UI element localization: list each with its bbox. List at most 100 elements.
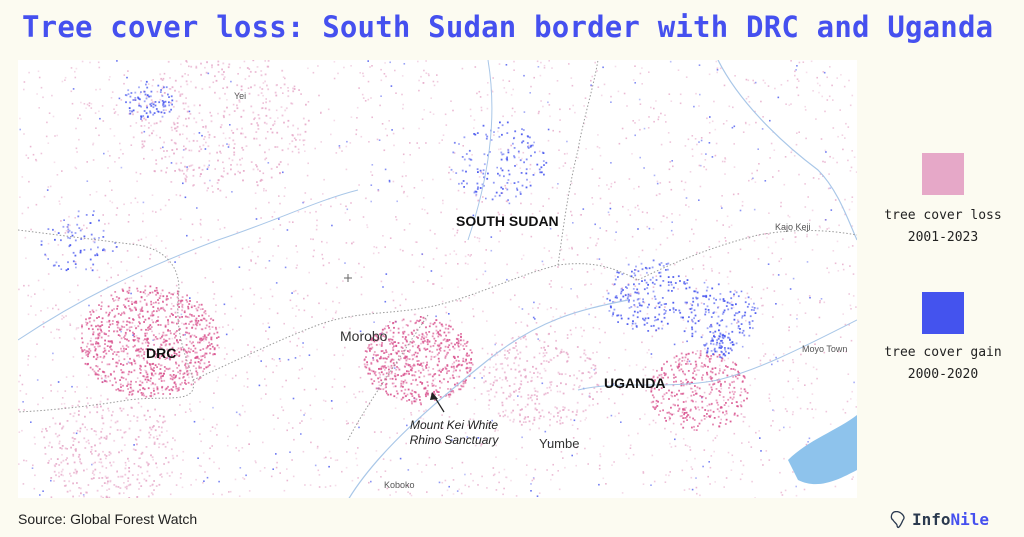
- speckle-dot: [417, 363, 419, 366]
- speckle-dot: [397, 327, 400, 330]
- speckle-dot: [265, 393, 267, 395]
- speckle-dot: [809, 402, 812, 404]
- speckle-dot: [36, 379, 39, 381]
- speckle-dot: [677, 288, 679, 290]
- speckle-dot: [42, 288, 45, 291]
- speckle-dot: [175, 361, 177, 364]
- speckle-dot: [172, 314, 174, 316]
- speckle-dot: [105, 467, 108, 469]
- speckle-dot: [531, 376, 533, 379]
- speckle-dot: [745, 97, 748, 100]
- speckle-dot: [426, 361, 428, 364]
- speckle-dot: [182, 149, 185, 151]
- speckle-dot: [196, 322, 199, 325]
- speckle-dot: [710, 357, 712, 360]
- speckle-dot: [133, 360, 136, 362]
- speckle-dot: [848, 246, 850, 249]
- speckle-dot: [477, 484, 479, 486]
- speckle-dot: [182, 182, 184, 185]
- speckle-dot: [92, 240, 95, 243]
- map-panel[interactable]: SOUTH SUDAN DRC UGANDA Yei Kajo Keji Mor…: [18, 60, 857, 498]
- speckle-dot: [286, 479, 289, 482]
- speckle-dot: [155, 247, 157, 250]
- speckle-dot: [488, 408, 490, 410]
- speckle-dot: [371, 339, 373, 342]
- speckle-dot: [557, 470, 559, 472]
- speckle-dot: [716, 69, 719, 71]
- speckle-dot: [107, 407, 110, 410]
- speckle-dot: [105, 333, 107, 336]
- speckle-dot: [89, 340, 92, 342]
- speckle-dot: [456, 231, 458, 234]
- speckle-dot: [236, 107, 239, 110]
- speckle-dot: [638, 256, 640, 258]
- speckle-dot: [242, 149, 245, 151]
- speckle-dot: [118, 327, 121, 330]
- speckle-dot: [845, 350, 847, 353]
- speckle-dot: [154, 289, 157, 292]
- speckle-dot: [57, 244, 60, 246]
- speckle-dot: [139, 364, 142, 367]
- speckle-dot: [206, 168, 209, 170]
- speckle-dot: [585, 116, 588, 119]
- speckle-dot: [592, 203, 594, 205]
- speckle-dot: [198, 365, 201, 368]
- speckle-dot: [852, 273, 855, 275]
- speckle-dot: [560, 451, 563, 453]
- speckle-dot: [223, 170, 225, 173]
- speckle-dot: [130, 144, 133, 146]
- speckle-dot: [414, 356, 417, 358]
- speckle-dot: [652, 286, 655, 288]
- speckle-dot: [467, 367, 469, 369]
- speckle-dot: [460, 492, 463, 495]
- speckle-dot: [262, 349, 264, 352]
- speckle-dot: [529, 428, 531, 431]
- speckle-dot: [540, 100, 542, 102]
- speckle-dot: [90, 446, 93, 448]
- speckle-dot: [146, 339, 148, 342]
- speckle-dot: [525, 474, 528, 476]
- speckle-dot: [58, 440, 61, 443]
- speckle-dot: [218, 97, 221, 100]
- speckle-dot: [723, 486, 725, 488]
- speckle-dot: [505, 91, 508, 94]
- speckle-dot: [196, 373, 199, 376]
- speckle-dot: [206, 366, 209, 368]
- speckle-dot: [138, 321, 140, 323]
- speckle-dot: [723, 84, 726, 87]
- speckle-dot: [75, 328, 78, 331]
- speckle-dot: [698, 64, 701, 66]
- speckle-dot: [112, 300, 115, 302]
- speckle-dot: [416, 319, 419, 322]
- speckle-dot: [780, 201, 782, 204]
- speckle-dot: [86, 350, 89, 353]
- speckle-dot: [665, 374, 667, 376]
- speckle-dot: [248, 75, 251, 78]
- speckle-dot: [670, 391, 673, 394]
- speckle-dot: [141, 146, 144, 149]
- speckle-dot: [438, 142, 441, 144]
- speckle-dot: [151, 319, 153, 321]
- speckle-dot: [438, 360, 440, 363]
- speckle-dot: [524, 406, 527, 408]
- speckle-dot: [147, 356, 150, 359]
- speckle-dot: [661, 379, 663, 382]
- speckle-dot: [632, 120, 634, 122]
- speckle-dot: [149, 416, 151, 418]
- speckle-dot: [95, 127, 97, 129]
- speckle-dot: [484, 438, 486, 440]
- speckle-dot: [150, 300, 152, 303]
- speckle-dot: [639, 418, 641, 420]
- speckle-dot: [715, 142, 718, 145]
- speckle-dot: [103, 332, 106, 334]
- speckle-dot: [786, 79, 789, 82]
- speckle-dot: [394, 385, 397, 388]
- speckle-dot: [279, 202, 281, 205]
- speckle-dot: [168, 367, 171, 370]
- speckle-dot: [448, 313, 450, 315]
- speckle-dot: [164, 324, 167, 327]
- speckle-dot: [334, 484, 337, 487]
- speckle-dot: [162, 341, 165, 344]
- speckle-dot: [748, 425, 751, 428]
- speckle-dot: [304, 130, 307, 133]
